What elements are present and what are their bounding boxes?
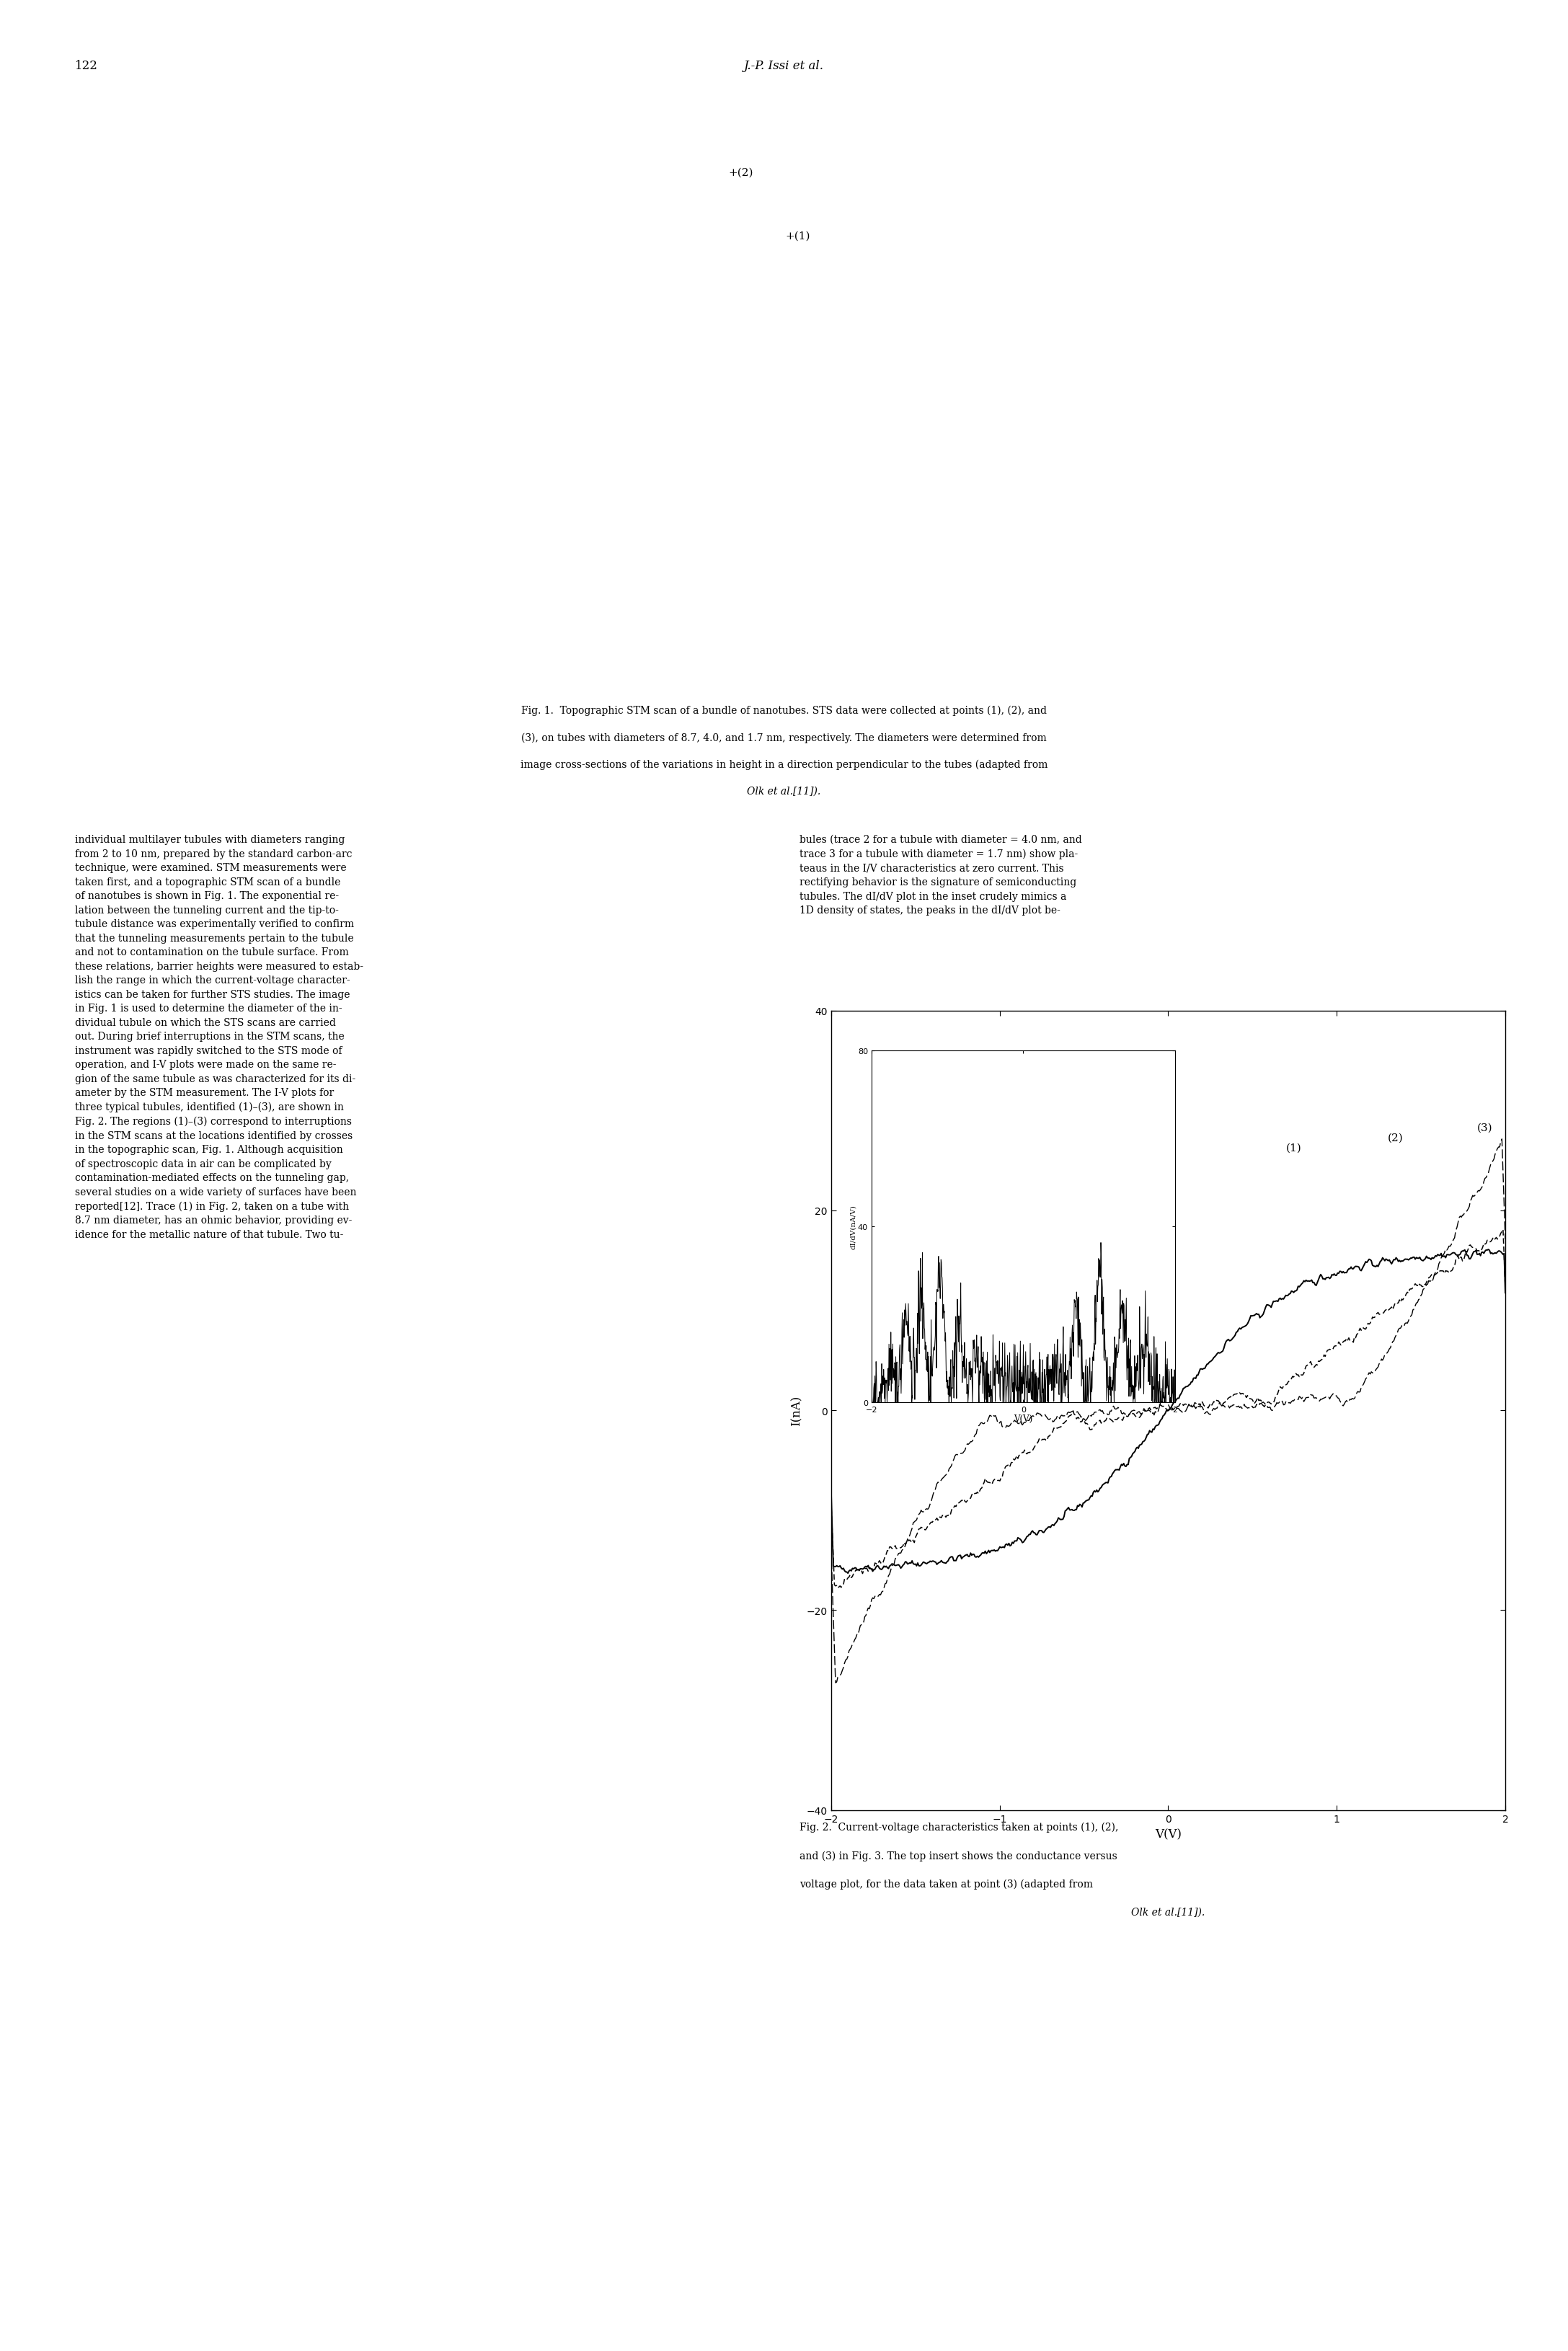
Ellipse shape bbox=[210, 522, 309, 541]
Text: Bias: Bias bbox=[204, 602, 216, 609]
Text: image cross-sections of the variations in height in a direction perpendicular to: image cross-sections of the variations i… bbox=[521, 759, 1047, 769]
Text: (1): (1) bbox=[1286, 1143, 1301, 1152]
Text: Olk et al.[11]).: Olk et al.[11]). bbox=[746, 788, 822, 797]
Text: individual multilayer tubules with diameters ranging
from 2 to 10 nm, prepared b: individual multilayer tubules with diame… bbox=[75, 835, 364, 1239]
Text: (3), on tubes with diameters of 8.7, 4.0, and 1.7 nm, respectively. The diameter: (3), on tubes with diameters of 8.7, 4.0… bbox=[521, 734, 1047, 743]
Text: +|3|: +|3| bbox=[870, 489, 894, 501]
Text: J.-P. Issi et al.: J.-P. Issi et al. bbox=[743, 61, 825, 73]
X-axis label: V(V): V(V) bbox=[1014, 1415, 1033, 1425]
Polygon shape bbox=[274, 362, 445, 463]
Text: -500 nA: -500 nA bbox=[359, 583, 383, 590]
Y-axis label: dI/dV(nA/V): dI/dV(nA/V) bbox=[850, 1204, 856, 1248]
Text: 122: 122 bbox=[75, 61, 99, 73]
Text: Fig. 2.  Current-voltage characteristics taken at points (1), (2),: Fig. 2. Current-voltage characteristics … bbox=[800, 1822, 1118, 1831]
Ellipse shape bbox=[289, 545, 373, 569]
Text: Setpoint: Setpoint bbox=[204, 583, 230, 590]
Text: +(1): +(1) bbox=[786, 230, 811, 242]
Text: 600 mV: 600 mV bbox=[359, 602, 379, 609]
Ellipse shape bbox=[160, 574, 218, 592]
Polygon shape bbox=[657, 73, 1112, 564]
Text: bules (trace 2 for a tubule with diameter = 4.0 nm, and
trace 3 for a tubule wit: bules (trace 2 for a tubule with diamete… bbox=[800, 835, 1082, 915]
Text: +(2): +(2) bbox=[729, 167, 754, 179]
Text: Olk et al.[11]).: Olk et al.[11]). bbox=[1131, 1907, 1206, 1916]
Text: (2): (2) bbox=[1388, 1133, 1403, 1143]
Ellipse shape bbox=[182, 494, 252, 520]
Text: Fig. 1.  Topographic STM scan of a bundle of nanotubes. STS data were collected : Fig. 1. Topographic STM scan of a bundle… bbox=[521, 705, 1047, 715]
Text: and (3) in Fig. 3. The top insert shows the conductance versus: and (3) in Fig. 3. The top insert shows … bbox=[800, 1850, 1118, 1860]
Text: voltage plot, for the data taken at point (3) (adapted from: voltage plot, for the data taken at poin… bbox=[800, 1878, 1093, 1888]
Y-axis label: I(nA): I(nA) bbox=[790, 1396, 803, 1425]
Text: (3): (3) bbox=[1477, 1124, 1493, 1133]
X-axis label: V(V): V(V) bbox=[1154, 1827, 1182, 1841]
